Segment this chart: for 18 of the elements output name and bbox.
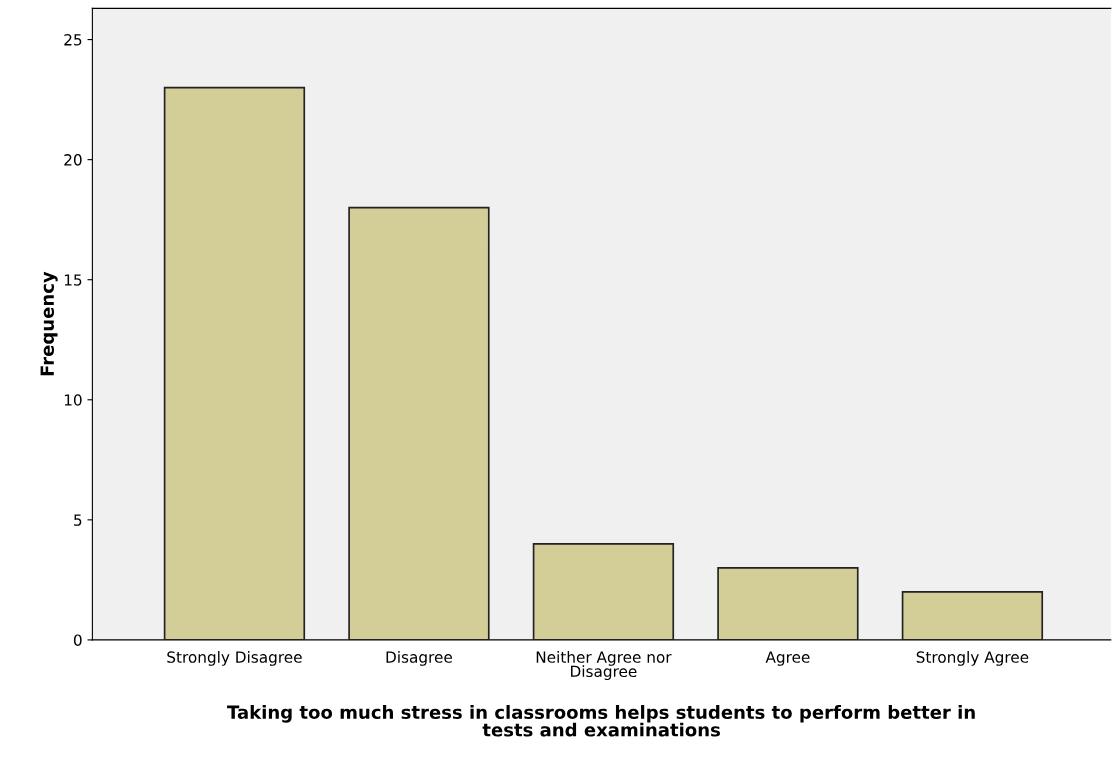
y-tick-label: 15 xyxy=(64,274,82,286)
bar xyxy=(163,86,306,640)
x-tick-label: Agree xyxy=(765,651,810,666)
y-tick-label: 0 xyxy=(73,634,82,646)
y-tick-label: 5 xyxy=(74,514,82,526)
y-tick-label: 25 xyxy=(64,34,82,46)
x-tick-label: Strongly Disagree xyxy=(167,651,302,666)
x-tick-label: Disagree xyxy=(386,651,452,666)
x-tick-label: Strongly Agree xyxy=(916,651,1029,666)
y-tick-label: 20 xyxy=(64,154,82,166)
bar xyxy=(901,591,1044,640)
bar xyxy=(532,543,675,640)
bar xyxy=(717,567,859,640)
bar xyxy=(348,206,490,640)
y-axis-title: Frequency xyxy=(40,271,58,376)
x-tick-label: Neither Agree nor Disagree xyxy=(536,651,672,681)
y-tick-label: 10 xyxy=(64,394,82,406)
x-axis-title: Taking too much stress in classrooms helps students to perform better in tests and examinations xyxy=(227,705,975,737)
